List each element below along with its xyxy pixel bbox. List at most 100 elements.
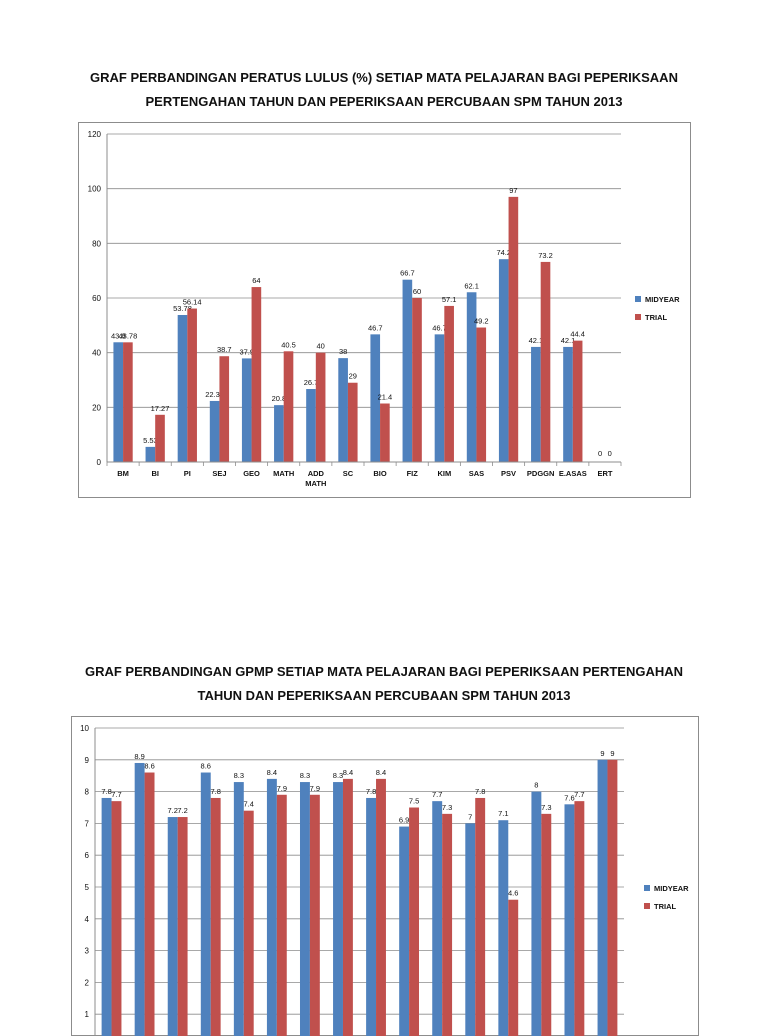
chart2-bar-midyear xyxy=(102,798,112,1036)
chart2-data-label: 7.9 xyxy=(310,784,320,793)
chart2-bar-trial xyxy=(178,817,188,1036)
chart2-bar-midyear xyxy=(300,782,310,1036)
chart2-bar-midyear xyxy=(432,801,442,1036)
chart1-category-label: MATH xyxy=(305,479,326,488)
chart1-bar-trial xyxy=(541,262,551,462)
chart2-data-label: 8.3 xyxy=(300,771,310,780)
chart2-data-label: 8.4 xyxy=(376,768,386,777)
chart2-ytick-label: 10 xyxy=(80,724,89,733)
chart2-ytick-label: 6 xyxy=(85,851,90,860)
chart2-bar-midyear xyxy=(399,827,409,1036)
chart1-legend-swatch-midyear xyxy=(635,296,641,302)
chart1-bar-trial xyxy=(509,197,519,462)
chart2-bar-midyear xyxy=(333,782,343,1036)
chart2-bar-trial xyxy=(145,773,155,1036)
chart1-category-label: SC xyxy=(343,469,354,478)
chart2-data-label: 8.6 xyxy=(144,762,154,771)
chart1-bar-trial xyxy=(155,415,165,462)
chart1-bar-midyear xyxy=(563,347,573,462)
chart1-data-label: 21.4 xyxy=(378,393,393,402)
chart1-data-label: 49.2 xyxy=(474,317,489,326)
chart1-bar-midyear xyxy=(499,259,509,462)
chart2-data-label: 7.2 xyxy=(167,806,177,815)
chart1-category-label: BM xyxy=(117,469,129,478)
chart2-bar-midyear xyxy=(267,779,277,1036)
chart1-bar-trial xyxy=(187,309,197,462)
chart1-category-label: SAS xyxy=(469,469,484,478)
chart2-bar-trial xyxy=(277,795,287,1036)
chart2-ytick-label: 3 xyxy=(85,947,90,956)
chart2-title-line2: TAHUN DAN PEPERIKSAAN PERCUBAAN SPM TAHU… xyxy=(0,684,768,708)
chart1-bar-midyear xyxy=(306,389,316,462)
chart2-bar-trial xyxy=(409,808,419,1036)
chart1-title-line1: GRAF PERBANDINGAN PERATUS LULUS (%) SETI… xyxy=(0,66,768,90)
chart2-data-label: 8.9 xyxy=(134,752,144,761)
chart2-data-label: 7.8 xyxy=(210,787,220,796)
chart2-data-label: 8.6 xyxy=(201,762,211,771)
chart1-data-label: 38.7 xyxy=(217,345,232,354)
chart2-title: GRAF PERBANDINGAN GPMP SETIAP MATA PELAJ… xyxy=(0,660,768,708)
chart1-data-label: 43.78 xyxy=(118,331,137,340)
chart1-title: GRAF PERBANDINGAN PERATUS LULUS (%) SETI… xyxy=(0,66,768,114)
chart1-bar-trial xyxy=(573,341,583,462)
chart1-bar-midyear xyxy=(178,315,188,462)
chart1-bar-midyear xyxy=(338,358,348,462)
chart2-bar-midyear xyxy=(498,820,508,1036)
chart1-bar-trial xyxy=(412,298,422,462)
chart2-bar-trial xyxy=(211,798,221,1036)
chart2-ytick-label: 5 xyxy=(85,883,90,892)
chart2-data-label: 8.4 xyxy=(343,768,353,777)
chart2-bar-trial xyxy=(376,779,386,1036)
chart1-data-label: 62.1 xyxy=(464,281,479,290)
chart1-category-label: GEO xyxy=(243,469,260,478)
chart2-data-label: 7.9 xyxy=(277,784,287,793)
chart2-data-label: 7.6 xyxy=(564,793,574,802)
chart1-bar-trial xyxy=(219,356,229,462)
chart2-data-label: 6.9 xyxy=(399,816,409,825)
chart1-category-label: ERT xyxy=(597,469,612,478)
chart2-bar-midyear xyxy=(598,760,608,1036)
chart2-bar-trial xyxy=(475,798,485,1036)
chart1-legend-label-trial: TRIAL xyxy=(645,313,667,322)
chart2-bar-trial xyxy=(541,814,551,1036)
chart1-category-label: PDGGN xyxy=(527,469,555,478)
chart2-title-line1: GRAF PERBANDINGAN GPMP SETIAP MATA PELAJ… xyxy=(0,660,768,684)
chart2-bar-trial xyxy=(310,795,320,1036)
chart2-data-label: 4.6 xyxy=(508,889,518,898)
chart1-data-label: 40.5 xyxy=(281,340,296,349)
chart2-bar-trial xyxy=(607,760,617,1036)
chart1-bar-midyear xyxy=(146,447,156,462)
chart2-bar-trial xyxy=(442,814,452,1036)
chart2-data-label: 7.8 xyxy=(475,787,485,796)
chart2-legend-label-midyear: MIDYEAR xyxy=(654,884,689,893)
chart1-data-label: 29 xyxy=(349,372,357,381)
chart2-bar-midyear xyxy=(234,782,244,1036)
chart2-data-label: 7.7 xyxy=(432,790,442,799)
chart2-data-label: 8.3 xyxy=(234,771,244,780)
chart1-bar-midyear xyxy=(403,280,413,462)
chart2-data-label: 8.3 xyxy=(333,771,343,780)
chart2-data-label: 7 xyxy=(468,812,472,821)
chart1-bar-midyear xyxy=(210,401,220,462)
chart2-data-label: 8.4 xyxy=(267,768,277,777)
chart1-legend-swatch-trial xyxy=(635,314,641,320)
chart2-legend-swatch-midyear xyxy=(644,885,650,891)
chart2-bar-midyear xyxy=(135,763,145,1036)
chart2-legend-swatch-trial xyxy=(644,903,650,909)
chart1-bar-midyear xyxy=(274,405,284,462)
chart1-ytick-label: 0 xyxy=(97,458,102,467)
chart2-data-label: 7.7 xyxy=(574,790,584,799)
chart1-category-label: SEJ xyxy=(212,469,226,478)
chart2-ytick-label: 4 xyxy=(85,915,90,924)
chart1-plot: 02040608010012043.843.78BM5.5317.27BI53.… xyxy=(79,123,690,497)
chart1-ytick-label: 60 xyxy=(92,294,101,303)
chart1-ytick-label: 120 xyxy=(88,130,102,139)
chart1-data-label: 40 xyxy=(316,342,324,351)
chart1-category-label: PSV xyxy=(501,469,516,478)
chart2-bar-trial xyxy=(574,801,584,1036)
chart1-category-label: MATH xyxy=(273,469,294,478)
chart1-bar-trial xyxy=(476,328,486,462)
chart1-title-line2: PERTENGAHAN TAHUN DAN PEPERIKSAAN PERCUB… xyxy=(0,90,768,114)
chart2-bar-midyear xyxy=(465,823,475,1036)
